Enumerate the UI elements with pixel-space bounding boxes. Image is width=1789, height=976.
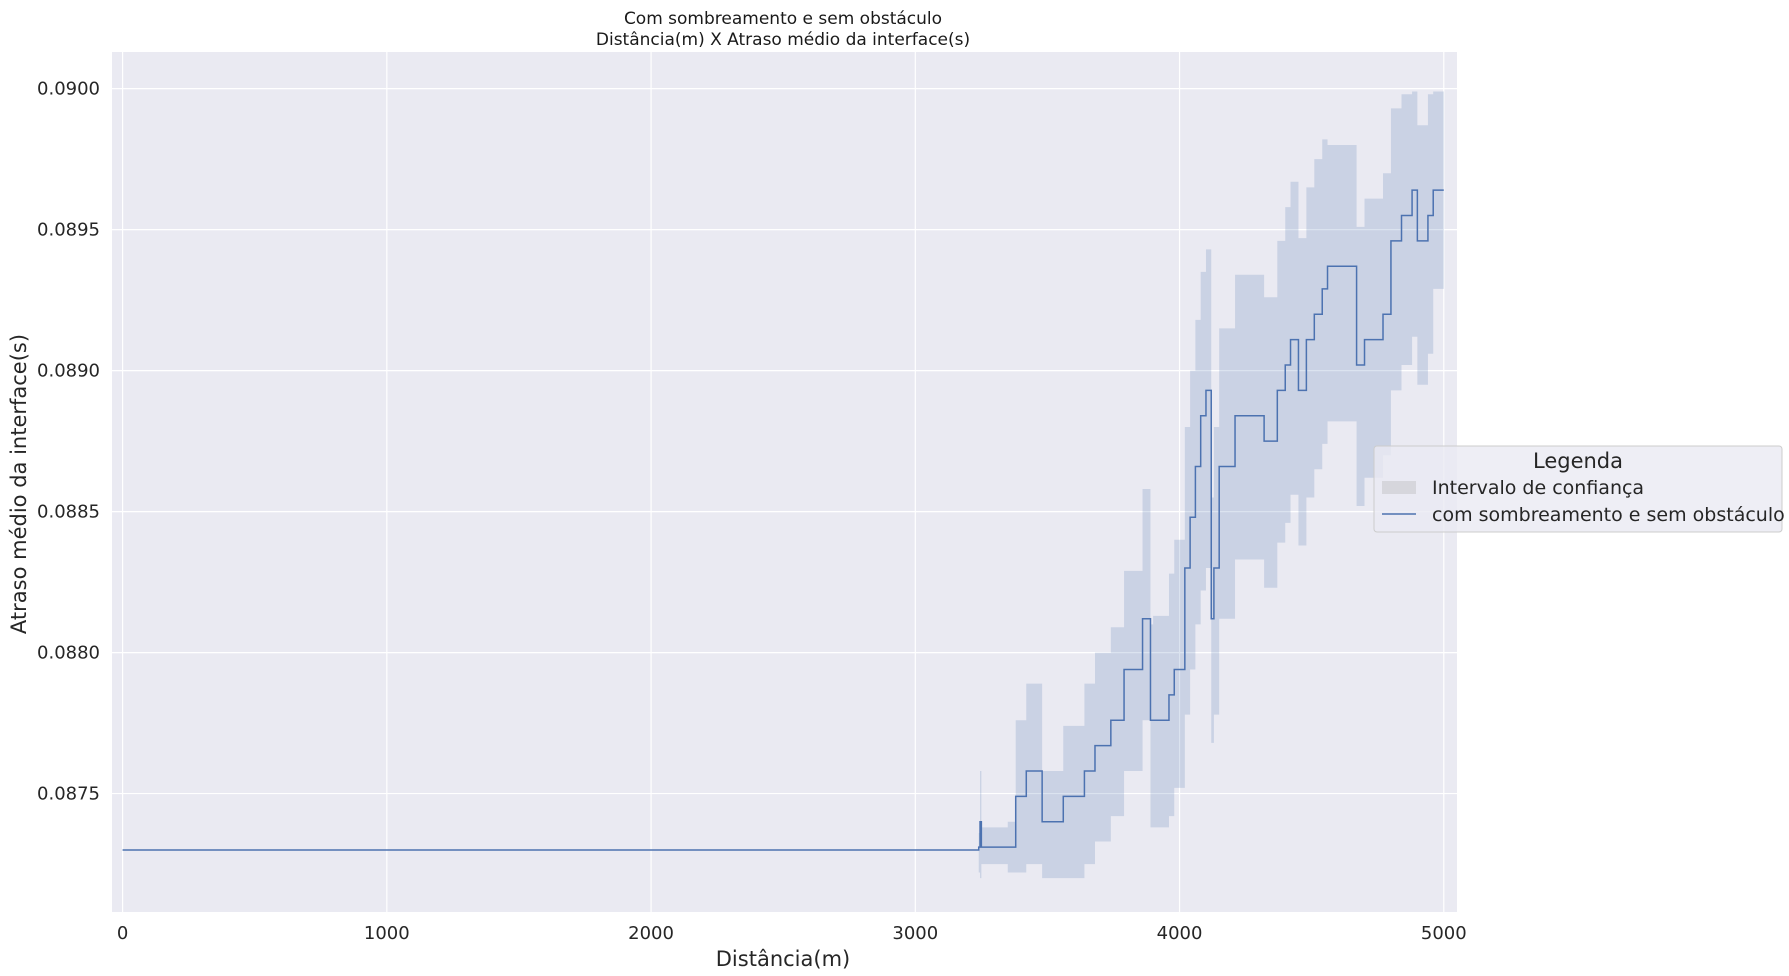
grid-lines [112, 52, 1457, 912]
chart-subtitle: Distância(m) X Atraso médio da interface… [596, 30, 970, 50]
plot-area [112, 52, 1457, 912]
x-tick-label: 2000 [628, 923, 674, 944]
y-tick-label: 0.0875 [37, 784, 100, 805]
legend-label-series: com sombreamento e sem obstáculo [1432, 504, 1785, 526]
confidence-interval-band [122, 91, 1444, 879]
chart-title: Com sombreamento e sem obstáculo [624, 9, 942, 29]
x-tick-labels: 0 1000 2000 3000 4000 5000 [117, 923, 1467, 944]
y-tick-label: 0.0890 [37, 361, 100, 382]
x-tick-label: 5000 [1421, 923, 1467, 944]
y-tick-label: 0.0885 [37, 502, 100, 523]
legend-box [1373, 445, 1783, 533]
x-axis-label: Distância(m) [716, 947, 850, 971]
legend: Legenda Intervalo de confiança com sombr… [1373, 445, 1785, 533]
x-tick-label: 3000 [892, 923, 938, 944]
y-tick-labels: 0.0875 0.0880 0.0885 0.0890 0.0895 0.0900 [37, 79, 100, 805]
y-tick-label: 0.0900 [37, 79, 100, 100]
legend-title: Legenda [1533, 449, 1623, 473]
y-tick-label: 0.0895 [37, 220, 100, 241]
x-tick-label: 1000 [364, 923, 410, 944]
y-tick-label: 0.0880 [37, 643, 100, 664]
series-line-com-sombreamento [122, 189, 1444, 851]
x-tick-label: 4000 [1157, 923, 1203, 944]
legend-label-confidence-interval: Intervalo de confiança [1432, 477, 1644, 499]
legend-swatch-confidence-interval [1382, 481, 1416, 494]
y-axis-label: Atraso médio da interface(s) [7, 334, 31, 634]
x-tick-label: 0 [117, 923, 128, 944]
